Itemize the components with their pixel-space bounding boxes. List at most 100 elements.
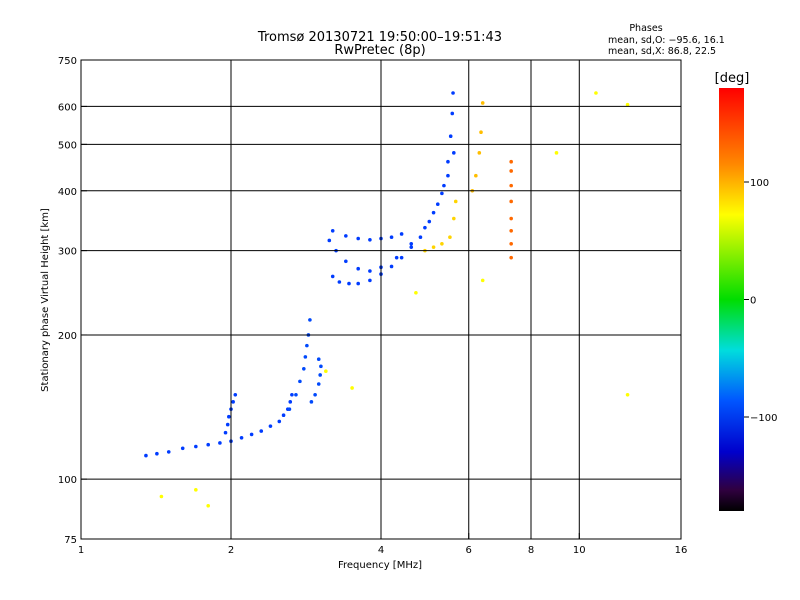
x-tick-label-3: 6	[466, 545, 472, 556]
data-point-10-1	[194, 488, 198, 492]
data-point-5-9	[431, 210, 436, 215]
data-point-5-4	[368, 269, 372, 273]
data-point-5-8	[423, 225, 427, 230]
data-point-0-1	[155, 451, 159, 456]
data-point-5-7	[409, 241, 414, 246]
data-point-5-2	[344, 259, 348, 264]
data-point-2-4	[303, 355, 308, 359]
data-point-0-4	[194, 444, 198, 449]
data-point-6-3	[368, 238, 372, 242]
data-point-0-5	[206, 442, 210, 447]
ticks-layer: 1 2 4 6 8 10 16 75 100 200 300 400 500 600 750	[58, 56, 687, 556]
data-point-0-12	[277, 419, 282, 424]
data-point-10-2	[206, 503, 210, 508]
data-point-6-1	[344, 234, 348, 238]
data-point-5-0	[327, 238, 332, 243]
data-point-7-4	[452, 216, 456, 221]
data-point-5-3	[356, 266, 360, 271]
data-point-9-1	[509, 241, 513, 246]
y-tick-label-1: 100	[58, 475, 77, 486]
data-point-8-2	[477, 151, 482, 155]
data-point-10-9	[625, 102, 630, 107]
data-point-7-2	[440, 241, 444, 246]
colorbar-label: [deg]	[715, 71, 750, 86]
data-point-6-0	[330, 228, 335, 233]
data-point-4-3	[356, 281, 360, 286]
data-point-2-3	[302, 366, 306, 371]
data-point-5-12	[452, 151, 456, 155]
data-point-10-6	[480, 278, 485, 283]
data-point-9-5	[509, 183, 513, 188]
data-point-2-5	[305, 343, 309, 348]
y-tick-label-0: 75	[64, 535, 77, 546]
series-5	[327, 151, 456, 273]
data-point-9-4	[509, 199, 513, 204]
data-point-7-1	[431, 245, 436, 249]
x-axis-label: Frequency [MHz]	[338, 560, 422, 571]
data-point-9-3	[509, 216, 513, 221]
y-tick-label-2: 200	[58, 331, 77, 342]
chart-title: Tromsø 20130721 19:50:00–19:51:43	[257, 30, 502, 45]
data-point-1-4	[231, 400, 235, 404]
data-point-7-5	[453, 199, 458, 204]
plot-frame	[80, 59, 682, 540]
y-tick-label-5: 500	[58, 140, 77, 151]
series-3	[309, 357, 323, 404]
data-point-10-7	[554, 151, 559, 155]
data-point-0-16	[290, 393, 294, 397]
data-point-3-3	[318, 373, 322, 377]
data-point-1-5	[233, 393, 238, 397]
chart-subtitle: RwPretec (8p)	[334, 43, 425, 58]
colorbar-tick-label-2: −100	[750, 413, 777, 424]
data-point-8-4	[480, 101, 485, 105]
series-9	[509, 159, 513, 260]
data-point-4-10	[427, 219, 432, 224]
data-point-2-1	[294, 393, 298, 397]
data-point-0-8	[239, 435, 244, 440]
data-point-4-0	[330, 274, 335, 279]
data-point-1-1	[225, 422, 230, 427]
data-point-9-2	[509, 228, 513, 233]
y-tick-label-4: 400	[58, 187, 77, 198]
colorbar-tick-label-0: 100	[750, 178, 769, 189]
data-point-0-11	[268, 424, 273, 428]
data-point-0-3	[180, 446, 185, 451]
data-point-0-9	[249, 432, 254, 437]
data-point-0-15	[288, 400, 293, 404]
data-point-6-5	[389, 235, 394, 239]
data-point-6-6	[399, 232, 404, 236]
y-axis-label: Stationary phase Virtual Height [km]	[40, 208, 51, 392]
data-point-8-3	[479, 130, 483, 135]
data-point-4-8	[409, 245, 414, 249]
stats-line-x: mean, sd,X: 86.8, 22.5	[608, 46, 716, 57]
data-point-9-7	[509, 159, 513, 164]
colorbar-ticks: 100 0 −100	[744, 178, 777, 424]
data-point-8-1	[474, 173, 478, 178]
data-point-1-2	[227, 414, 231, 419]
data-point-2-7	[308, 318, 312, 322]
data-point-0-6	[218, 441, 222, 445]
series-1	[223, 393, 238, 435]
data-point-10-8	[594, 91, 598, 95]
data-point-4-14	[448, 134, 453, 138]
data-point-10-0	[159, 494, 164, 499]
series-8	[470, 101, 485, 193]
data-point-4-1	[337, 280, 342, 284]
data-point-4-11	[435, 202, 440, 206]
data-point-4-4	[368, 278, 372, 283]
series-2	[287, 318, 312, 411]
data-point-10-3	[324, 369, 328, 374]
data-point-4-15	[450, 111, 455, 116]
data-point-4-2	[347, 281, 351, 286]
x-tick-label-4: 8	[528, 545, 534, 556]
data-point-4-9	[418, 235, 423, 239]
y-tick-label-7: 750	[58, 56, 77, 67]
data-point-3-4	[319, 364, 323, 369]
x-tick-label-5: 10	[573, 545, 586, 556]
data-point-2-0	[287, 407, 292, 411]
series-6	[330, 228, 404, 242]
data-point-7-3	[448, 235, 452, 239]
colorbar	[719, 88, 744, 511]
points-layer	[144, 91, 630, 508]
